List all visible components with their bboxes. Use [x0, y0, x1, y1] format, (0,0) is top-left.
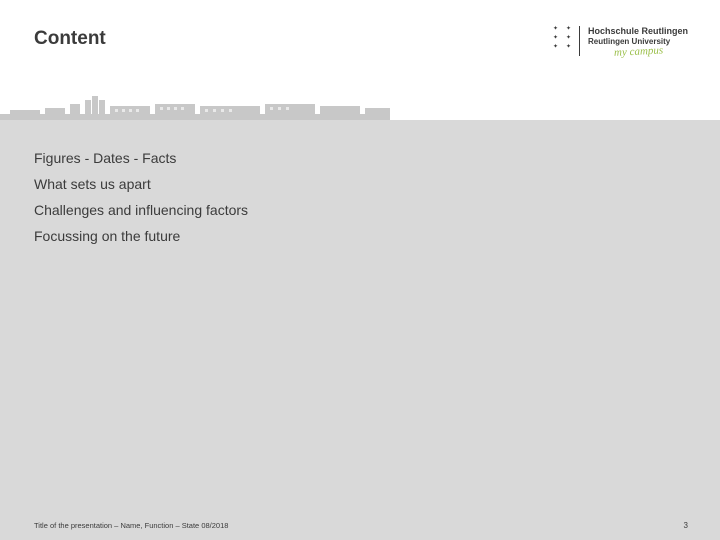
- list-item: Challenges and influencing factors: [34, 202, 248, 218]
- list-item: Figures - Dates - Facts: [34, 150, 248, 166]
- skyline-icon: [0, 90, 390, 120]
- slide-title: Content: [34, 28, 106, 50]
- logo-tagline: my campus: [614, 43, 689, 60]
- footer-text: Title of the presentation – Name, Functi…: [34, 521, 228, 530]
- content-list: Figures - Dates - Facts What sets us apa…: [34, 150, 248, 244]
- slide: Content ✦✦ ✦✦ ✦✦ Hochschule Reutlingen R…: [0, 0, 720, 540]
- list-item: What sets us apart: [34, 176, 248, 192]
- university-logo: ✦✦ ✦✦ ✦✦ Hochschule Reutlingen Reutlinge…: [553, 26, 688, 59]
- list-item: Focussing on the future: [34, 228, 248, 244]
- logo-line-1: Hochschule Reutlingen: [588, 26, 688, 37]
- logo-divider: [579, 26, 580, 56]
- page-number: 3: [684, 521, 688, 530]
- footer: Title of the presentation – Name, Functi…: [34, 521, 688, 530]
- header-band: Content ✦✦ ✦✦ ✦✦ Hochschule Reutlingen R…: [0, 0, 720, 120]
- logo-emblem-icon: ✦✦ ✦✦ ✦✦: [553, 26, 571, 50]
- logo-text: Hochschule Reutlingen Reutlingen Univers…: [588, 26, 688, 59]
